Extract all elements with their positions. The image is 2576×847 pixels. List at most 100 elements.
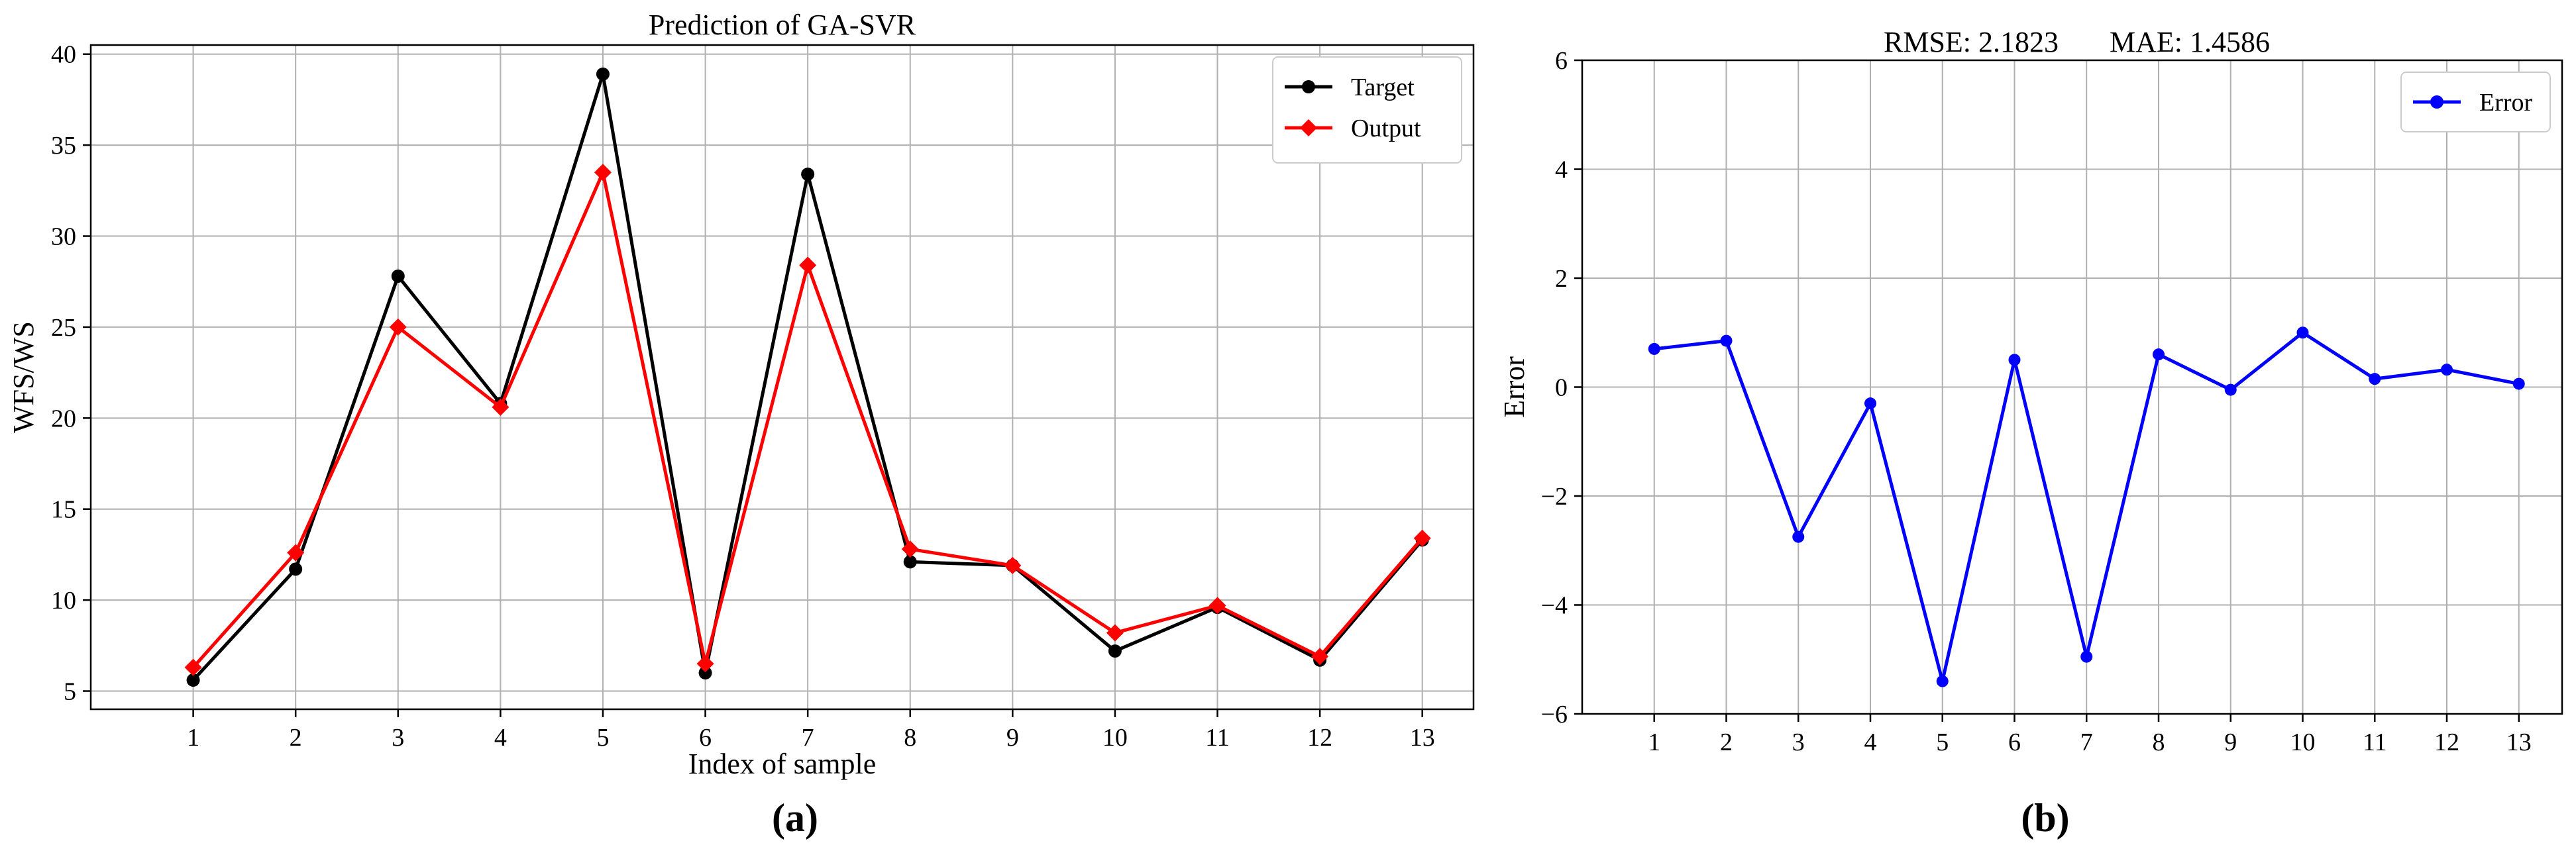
data-point-error xyxy=(2153,348,2165,361)
data-point-output xyxy=(799,256,817,274)
x-tick-label: 5 xyxy=(596,724,609,752)
legend-label-output: Output xyxy=(1351,115,1421,142)
x-tick-label: 12 xyxy=(2434,728,2459,756)
x-tick-label: 9 xyxy=(1006,724,1019,752)
data-point-error xyxy=(2512,377,2525,390)
legend-marker-output xyxy=(1300,119,1317,136)
data-point-target xyxy=(1108,644,1122,658)
data-point-output xyxy=(287,544,305,562)
grid-a xyxy=(91,45,1474,709)
legend-a: Target Output xyxy=(1272,56,1462,164)
grid-b xyxy=(1582,60,2562,715)
x-tick-label: 13 xyxy=(2506,728,2532,756)
y-tick-label: 10 xyxy=(51,587,76,615)
y-ticks-a: 5 10 15 20 25 30 35 40 xyxy=(51,41,91,706)
data-point-output xyxy=(492,398,510,416)
x-tick-label: 10 xyxy=(1102,724,1128,752)
y-tick-label: 30 xyxy=(51,223,76,251)
x-tick-label: 5 xyxy=(1936,728,1949,756)
y-axis-label-a: WFS/WS xyxy=(7,321,40,433)
chart-title-a: Prediction of GA-SVR xyxy=(649,9,916,41)
x-tick-label: 8 xyxy=(904,724,916,752)
data-point-target xyxy=(391,269,405,283)
data-point-error xyxy=(1792,530,1805,543)
legend-box-a xyxy=(1272,56,1462,164)
x-tick-label: 9 xyxy=(2224,728,2237,756)
rmse-annotation: RMSE: 2.1823 xyxy=(1884,26,2059,58)
x-tick-label: 1 xyxy=(187,724,199,752)
x-tick-label: 6 xyxy=(2008,728,2021,756)
plot-area-a xyxy=(184,67,1431,687)
legend-marker-target xyxy=(1302,80,1315,93)
x-tick-label: 11 xyxy=(1205,724,1230,752)
data-point-error xyxy=(1648,342,1660,355)
x-tick-label: 12 xyxy=(1307,724,1332,752)
y-tick-label: 5 xyxy=(64,678,76,706)
data-point-error xyxy=(2080,650,2093,663)
x-tick-label: 3 xyxy=(392,724,404,752)
data-point-output xyxy=(594,164,612,181)
data-point-target xyxy=(801,168,815,181)
x-tick-label: 2 xyxy=(1720,728,1733,756)
data-point-target xyxy=(903,555,917,569)
data-point-output xyxy=(1106,624,1124,642)
y-tick-label: 40 xyxy=(51,41,76,69)
x-tick-label: 6 xyxy=(699,724,712,752)
x-ticks-b: 1 2 3 4 5 6 7 8 9 10 11 12 13 xyxy=(1648,714,2532,756)
data-point-error xyxy=(1864,397,1876,410)
x-tick-label: 13 xyxy=(1410,724,1435,752)
x-tick-label: 4 xyxy=(1864,728,1877,756)
data-point-output xyxy=(1208,597,1226,615)
x-tick-label: 1 xyxy=(1648,728,1660,756)
data-point-target xyxy=(596,67,610,81)
y-tick-label: 4 xyxy=(1555,156,1568,184)
data-point-output xyxy=(696,655,714,673)
data-point-target xyxy=(698,666,712,680)
data-point-target xyxy=(289,562,303,576)
x-tick-label: 3 xyxy=(1792,728,1805,756)
frame-a xyxy=(89,44,1475,711)
plot-area-b xyxy=(1648,326,2525,687)
x-tick-label: 4 xyxy=(494,724,507,752)
legend-label-target: Target xyxy=(1351,74,1415,101)
x-tick-label: 7 xyxy=(802,724,814,752)
data-point-output xyxy=(389,318,407,336)
x-tick-label: 10 xyxy=(2290,728,2316,756)
data-point-error xyxy=(2008,354,2021,366)
data-point-error xyxy=(2296,326,2309,339)
data-point-output xyxy=(901,540,919,558)
legend-marker-error xyxy=(2430,95,2443,109)
data-point-output xyxy=(184,658,202,676)
data-point-error xyxy=(2441,364,2453,376)
y-tick-label: −4 xyxy=(1541,592,1568,620)
data-point-output xyxy=(1311,648,1329,666)
y-tick-label: 6 xyxy=(1555,47,1568,75)
data-point-error xyxy=(1936,675,1949,687)
legend-label-error: Error xyxy=(2479,89,2533,117)
x-tick-label: 7 xyxy=(2080,728,2093,756)
mae-annotation: MAE: 1.4586 xyxy=(2110,26,2270,58)
x-ticks-a: 1 2 3 4 5 6 7 8 9 10 11 12 13 xyxy=(187,709,1435,752)
data-point-error xyxy=(2369,373,2381,385)
data-point-output xyxy=(1413,529,1431,547)
y-ticks-b: −6 −4 −2 0 2 4 6 xyxy=(1541,47,1582,728)
x-tick-label: 11 xyxy=(2363,728,2387,756)
legend-b: Error xyxy=(2400,72,2551,132)
data-point-output xyxy=(1004,556,1022,574)
x-tick-label: 2 xyxy=(290,724,302,752)
y-tick-label: −6 xyxy=(1541,701,1568,728)
data-point-target xyxy=(186,673,200,687)
x-axis-label-a: Index of sample xyxy=(688,748,876,780)
x-tick-label: 8 xyxy=(2153,728,2165,756)
y-tick-label: 15 xyxy=(51,496,76,524)
panel-label-a: (a) xyxy=(772,796,818,840)
y-tick-label: 25 xyxy=(51,314,76,342)
legend-box-b xyxy=(2400,72,2551,132)
y-tick-label: 0 xyxy=(1555,374,1568,402)
panel-label-b: (b) xyxy=(2021,796,2069,840)
y-tick-label: −2 xyxy=(1541,483,1568,511)
y-axis-label-b: Error xyxy=(1498,356,1530,418)
